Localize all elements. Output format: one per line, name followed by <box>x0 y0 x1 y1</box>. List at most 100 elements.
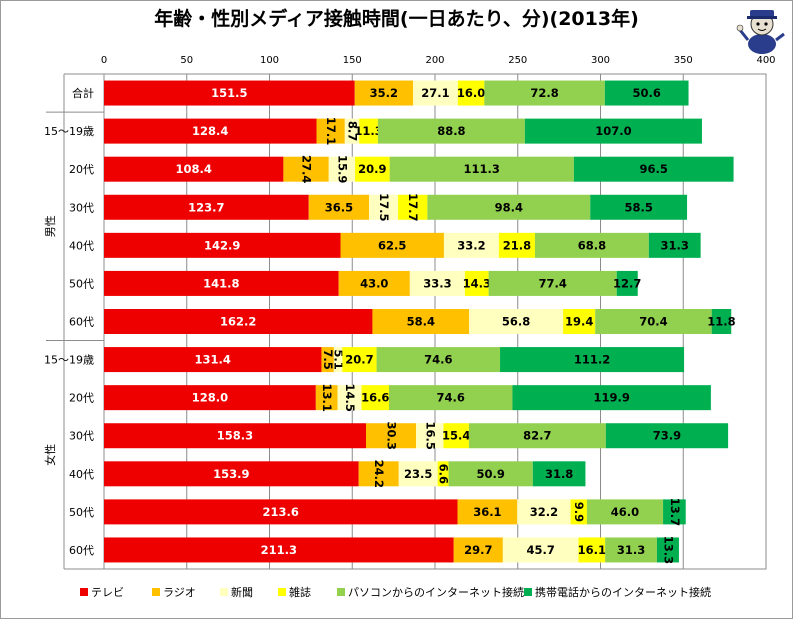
bar-segment <box>369 194 399 220</box>
data-label: 141.8 <box>203 276 239 290</box>
data-label: 9.9 <box>572 502 586 522</box>
data-label: 111.3 <box>464 162 500 176</box>
legend-swatch <box>80 588 88 596</box>
bar-segment <box>616 270 638 296</box>
x-tick-label: 100 <box>260 55 279 66</box>
bar-segment <box>590 194 688 220</box>
bar-segment <box>104 80 355 106</box>
legend-swatch <box>337 588 345 596</box>
data-label: 73.9 <box>653 429 681 443</box>
data-label: 142.9 <box>204 238 240 252</box>
bar-segment <box>443 232 499 258</box>
data-label: 107.0 <box>595 124 631 138</box>
bar-segment <box>412 80 458 106</box>
bar-segment <box>354 80 413 106</box>
bar-segment <box>338 270 410 296</box>
bar-segment <box>524 118 702 144</box>
x-tick-label: 350 <box>674 55 693 66</box>
bar-segment <box>469 309 564 334</box>
bar-segment <box>563 309 596 334</box>
bar-segment <box>389 156 574 182</box>
data-label: 46.0 <box>611 505 639 519</box>
category-label: 15〜19歳 <box>44 125 94 138</box>
data-label: 43.0 <box>360 276 388 290</box>
data-label: 6.6 <box>437 464 451 484</box>
bar-segment <box>484 80 605 106</box>
data-label: 27.4 <box>300 155 314 183</box>
data-label: 16.1 <box>578 543 606 557</box>
data-label: 15.9 <box>335 155 349 183</box>
data-label: 96.5 <box>640 162 668 176</box>
data-label: 16.5 <box>423 422 437 450</box>
data-label: 33.2 <box>457 238 485 252</box>
bar-segment <box>104 347 322 373</box>
bar-segment <box>104 270 339 296</box>
bar-segment <box>344 118 360 144</box>
bar-segment <box>308 194 370 220</box>
chart-title: 年齢・性別メディア接触時間(一日あたり、分)(2013年) <box>154 8 639 30</box>
bar-segment <box>570 499 587 525</box>
bar-segment <box>711 309 732 334</box>
data-label: 82.7 <box>523 429 551 443</box>
bar-segment <box>104 499 458 525</box>
data-label: 123.7 <box>188 200 224 214</box>
bar-segment <box>532 461 586 487</box>
data-label: 31.3 <box>661 238 689 252</box>
bar-segment <box>104 385 316 411</box>
data-label: 16.0 <box>457 86 485 100</box>
bar-segment <box>464 270 489 296</box>
legend-entry: ラジオ <box>163 586 196 599</box>
data-label: 29.7 <box>464 543 492 557</box>
bar-segment <box>595 309 712 334</box>
category-label: 15〜19歳 <box>44 354 94 367</box>
bar-segment <box>104 461 359 487</box>
data-label: 7.5 <box>321 349 335 369</box>
bar-segment <box>355 156 390 182</box>
data-label: 50.6 <box>632 86 660 100</box>
data-label: 45.7 <box>526 543 554 557</box>
bar-segment <box>342 347 377 373</box>
bar-segment <box>104 118 317 144</box>
bar-segment <box>448 461 533 487</box>
legend-entry: パソコンからのインターネット接続 <box>348 585 524 599</box>
mascot-illustration <box>736 10 785 54</box>
legend-entry: 雑誌 <box>289 585 311 599</box>
bar-segment <box>398 461 438 487</box>
data-label: 8.7 <box>346 121 360 141</box>
data-label: 111.2 <box>574 353 610 367</box>
x-tick-label: 250 <box>508 55 527 66</box>
data-label: 58.5 <box>624 200 652 214</box>
x-tick-label: 50 <box>180 55 193 66</box>
data-label: 56.8 <box>502 315 530 329</box>
data-label: 62.5 <box>378 238 406 252</box>
bar-segment <box>315 385 338 411</box>
category-label: 60代 <box>69 544 94 557</box>
group-label: 女性 <box>43 444 57 466</box>
x-tick-label: 150 <box>343 55 362 66</box>
data-label: 35.2 <box>370 86 398 100</box>
data-label: 17.5 <box>377 193 391 221</box>
data-label: 36.5 <box>325 200 353 214</box>
bar-segment <box>443 423 469 449</box>
bar-segment <box>573 156 734 182</box>
data-label: 88.8 <box>437 124 465 138</box>
data-label: 5.1 <box>332 349 346 369</box>
group-label: 男性 <box>43 215 57 237</box>
data-label: 14.3 <box>463 276 491 290</box>
bar-segment <box>104 309 373 334</box>
data-label: 68.8 <box>578 238 606 252</box>
data-label: 119.9 <box>593 391 629 405</box>
data-label: 20.7 <box>345 353 373 367</box>
bar-segment <box>663 499 686 525</box>
data-label: 98.4 <box>495 200 523 214</box>
bar-segment <box>409 270 465 296</box>
bar-segment <box>517 499 571 525</box>
bar-segment <box>578 537 606 563</box>
data-label: 15.4 <box>442 429 470 443</box>
data-label: 213.6 <box>263 505 299 519</box>
bar-segment <box>104 194 309 220</box>
category-label: 50代 <box>69 506 94 519</box>
bar-segment <box>437 461 449 487</box>
bar-segment <box>468 423 606 449</box>
x-tick-label: 0 <box>101 55 107 66</box>
